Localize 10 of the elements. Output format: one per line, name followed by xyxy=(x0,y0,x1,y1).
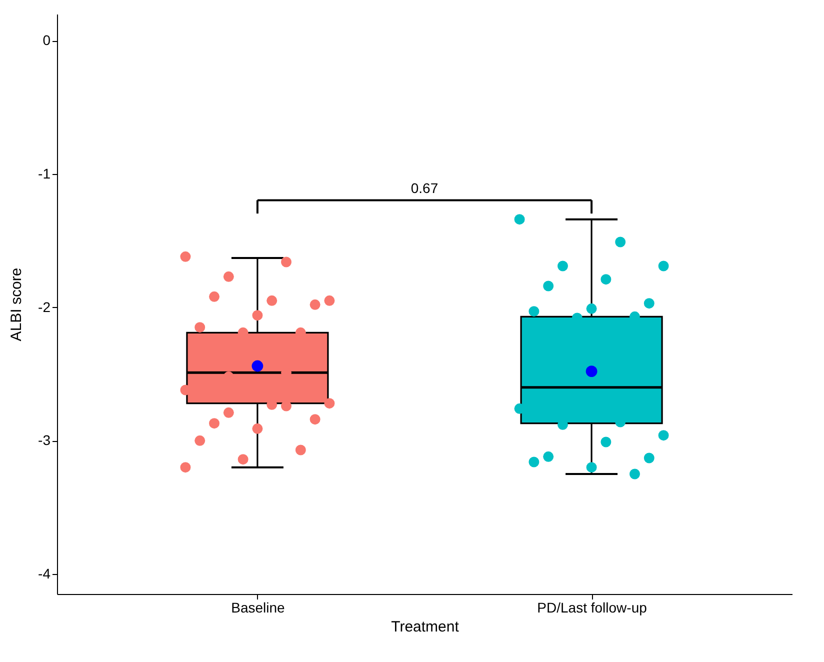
y-tick-label: -2 xyxy=(38,298,51,315)
y-tick-label: -4 xyxy=(38,566,51,582)
y-tick-label: 0 xyxy=(42,32,51,48)
y-tick-label: -1 xyxy=(38,166,51,182)
x-tick-label: PD/Last follow-up xyxy=(537,600,648,616)
y-axis-title: ALBI score xyxy=(8,268,26,342)
x-axis-title: Treatment xyxy=(391,618,460,636)
annotation: 0.67 xyxy=(410,180,438,196)
y-tick-label: -3 xyxy=(38,432,51,448)
x-tick-label: Baseline xyxy=(231,600,286,616)
